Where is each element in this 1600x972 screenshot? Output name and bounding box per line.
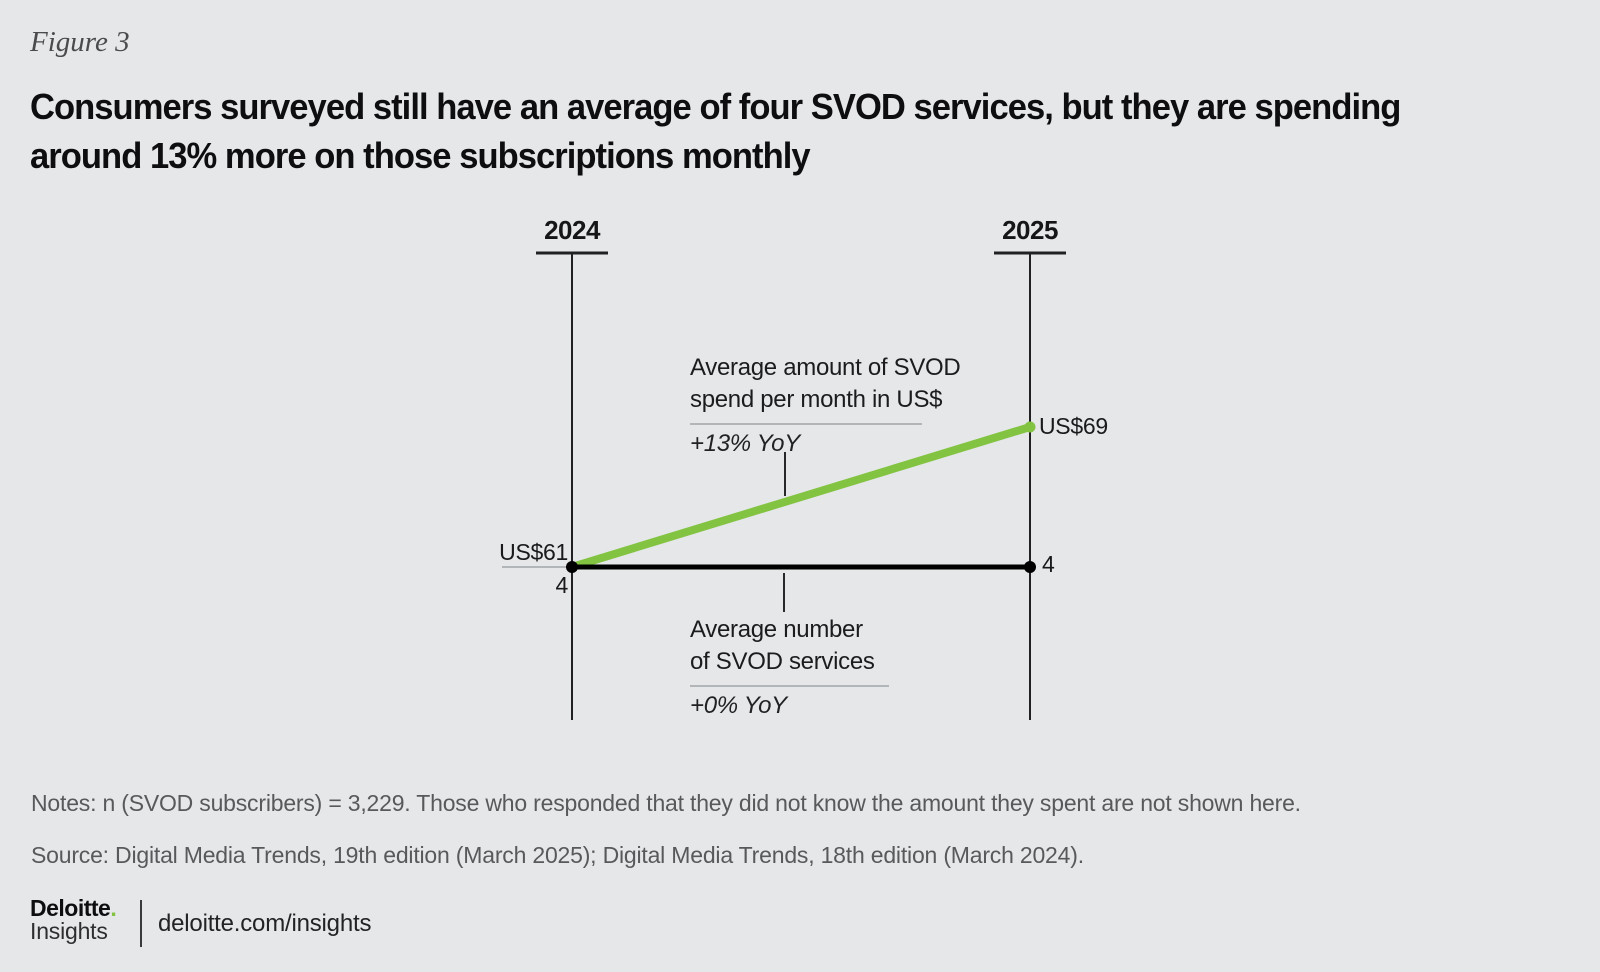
deloitte-wordmark: Deloitte.	[30, 895, 117, 921]
axis-label-2024: 2024	[544, 215, 600, 245]
spend-series-name-line2: spend per month in US$	[690, 386, 943, 413]
spend-series-name-line1: Average amount of SVOD	[690, 354, 961, 381]
notes-text: Notes: n (SVOD subscribers) = 3,229. Tho…	[31, 790, 1301, 816]
spend-endpoint-dot	[1024, 421, 1036, 433]
spend-series-annotation: Average amount of SVOD spend per month i…	[690, 352, 961, 458]
services-series-name-line2: of SVOD services	[690, 648, 875, 675]
insights-wordmark: Insights	[30, 918, 108, 944]
deloitte-wordmark-text: Deloitte	[30, 895, 111, 921]
axis-label-2025: 2025	[1002, 215, 1058, 245]
spend-yoy-label: +13% YoY	[690, 430, 800, 457]
source-text: Source: Digital Media Trends, 19th editi…	[31, 842, 1084, 868]
spend-annotation-divider	[690, 423, 922, 425]
page-title-line1: Consumers surveyed still have an average…	[30, 86, 1401, 127]
services-2025-value-label: 4	[1042, 551, 1055, 577]
page-title-line2: around 13% more on those subscriptions m…	[30, 135, 811, 176]
services-series-annotation: Average number of SVOD services +0% YoY	[690, 614, 889, 720]
services-yoy-label: +0% YoY	[690, 692, 787, 719]
footer-divider	[140, 900, 142, 947]
services-endpoint-dot	[1024, 561, 1036, 573]
spend-2025-value-label: US$69	[1039, 413, 1108, 439]
footer-brand-block: Deloitte. Insights	[30, 895, 117, 950]
services-series-name-line1: Average number	[690, 616, 863, 643]
spend-2024-value-label: US$61	[499, 539, 568, 565]
page-title: Consumers surveyed still have an average…	[30, 82, 1508, 180]
deloitte-green-dot: .	[110, 895, 117, 921]
figure-number-label: Figure 3	[30, 26, 130, 58]
footer-link: deloitte.com/insights	[158, 910, 372, 937]
services-2024-value-label: 4	[555, 572, 569, 598]
services-annotation-divider	[690, 685, 889, 687]
